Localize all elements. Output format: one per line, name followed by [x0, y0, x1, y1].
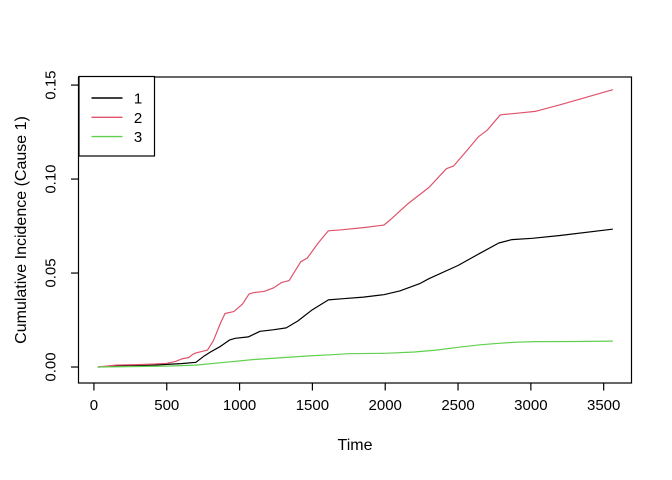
- x-tick-label: 3000: [514, 397, 547, 414]
- x-tick-label: 1000: [223, 397, 256, 414]
- y-tick-label: 0.15: [43, 70, 60, 99]
- legend-entry-2: 2: [91, 110, 142, 127]
- series-line-3: [97, 340, 614, 368]
- legend-label-3: 3: [134, 129, 142, 146]
- x-tick-label: 0: [90, 397, 98, 414]
- x-axis-title: Time: [337, 437, 373, 454]
- x-tick-label: 3500: [587, 397, 620, 414]
- x-tick-label: 500: [154, 397, 179, 414]
- legend-label-2: 2: [134, 110, 142, 127]
- y-tick-label: 0.00: [43, 352, 60, 381]
- y-tick-label: 0.05: [43, 258, 60, 287]
- legend-entry-1: 1: [91, 91, 142, 108]
- legend-box: [78, 75, 156, 157]
- plot-box: [77, 76, 633, 384]
- y-axis-title: Cumulative Incidence (Cause 1): [13, 116, 30, 344]
- legend-entry-3: 3: [91, 129, 142, 146]
- x-tick-label: 2000: [369, 397, 402, 414]
- legend: 1 2 3: [78, 75, 156, 157]
- legend-label-1: 1: [134, 91, 142, 108]
- y-tick-label: 0.10: [43, 164, 60, 193]
- y-axis: 0.00 0.05 0.10 0.15: [43, 70, 79, 382]
- x-tick-label: 2500: [441, 397, 474, 414]
- x-axis: 0 500 1000 1500 2000 2500 3000 3500: [90, 383, 620, 414]
- series-line-1: [97, 228, 614, 368]
- series-line-2: [97, 89, 614, 368]
- x-tick-label: 1500: [296, 397, 329, 414]
